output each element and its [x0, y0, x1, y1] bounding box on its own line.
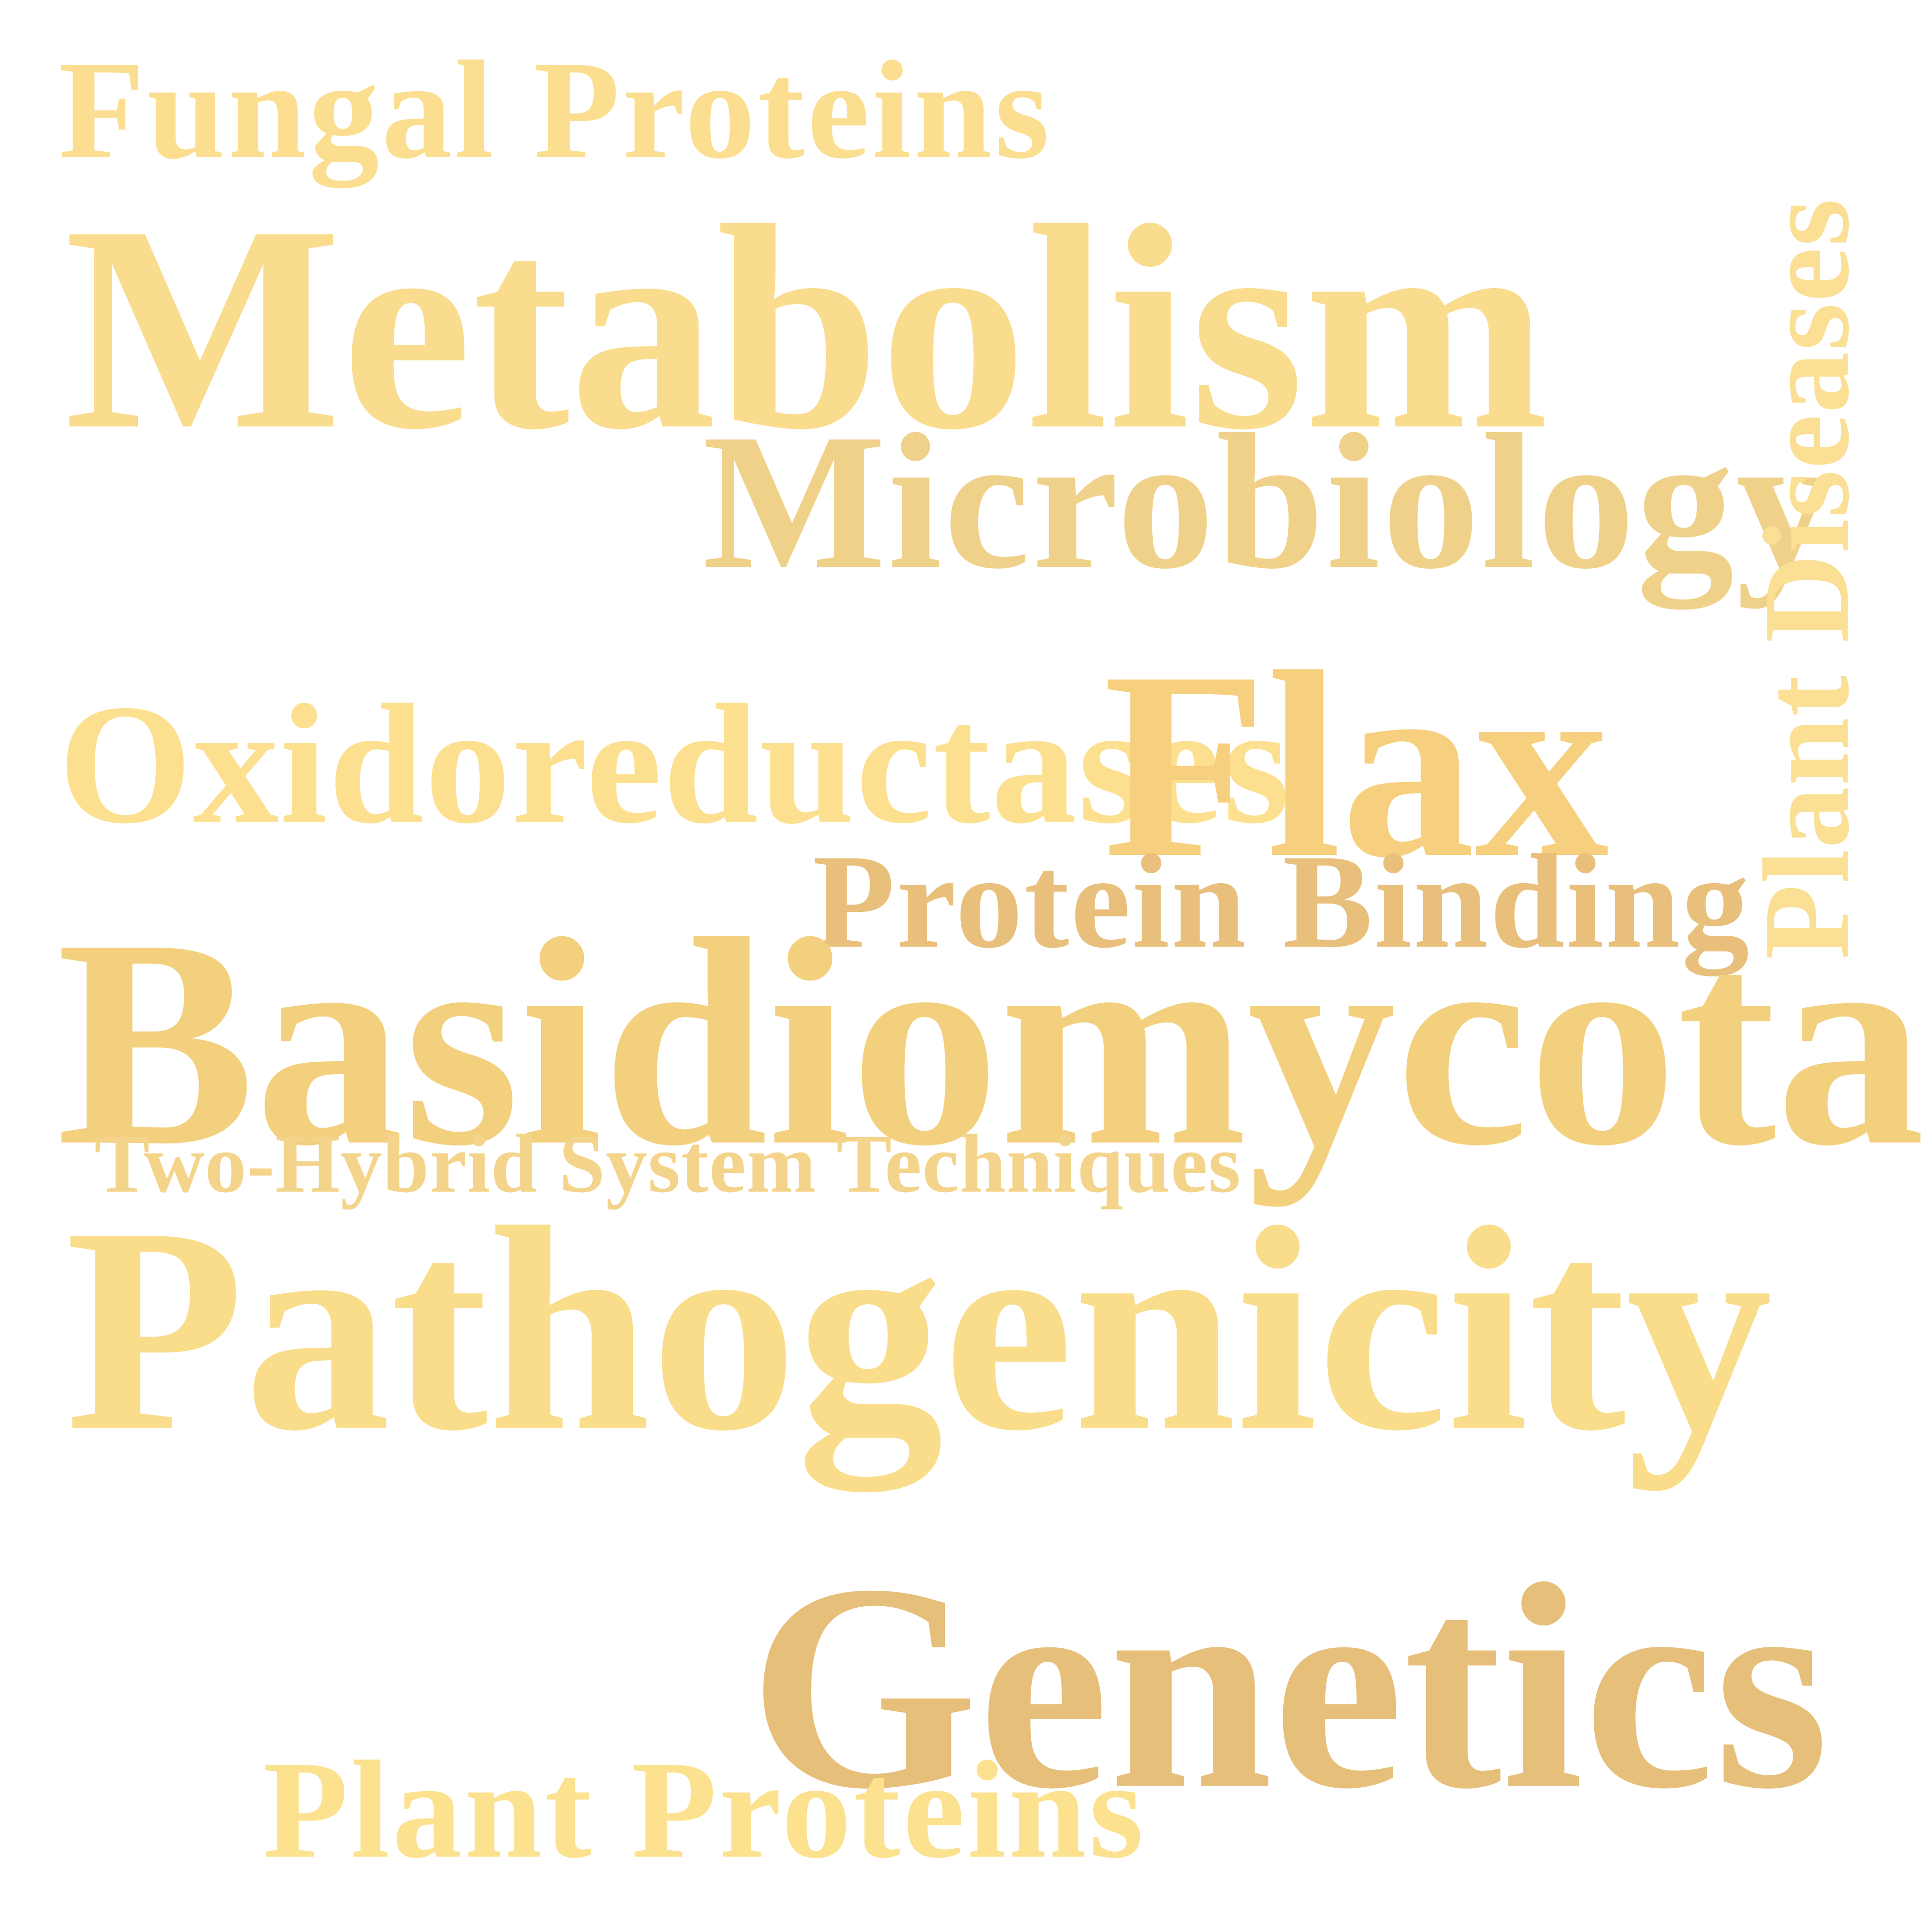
word-basidiomycota: Basidiomycota: [57, 877, 1925, 1207]
word-genetics: Genetics: [749, 1524, 1829, 1850]
word-two-hybrid-system-techniques: Two-Hybrid System Techniques: [94, 1118, 1241, 1210]
word-oxidoreductases: Oxidoreductases: [59, 669, 1291, 859]
word-protein-binding: Protein Binding: [812, 827, 1751, 976]
word-flax: Flax: [1103, 616, 1609, 913]
word-metabolism: Metabolism: [64, 165, 1549, 490]
word-fungal-proteins: Fungal Proteins: [59, 32, 1052, 188]
word-microbiology: Microbiology: [702, 394, 1835, 609]
word-pathogenicity: Pathogenicity: [65, 1167, 1773, 1491]
word-plant-diseases: Plant Diseases: [1738, 197, 1874, 960]
word-plant-proteins: Plant Proteins: [263, 1732, 1146, 1887]
